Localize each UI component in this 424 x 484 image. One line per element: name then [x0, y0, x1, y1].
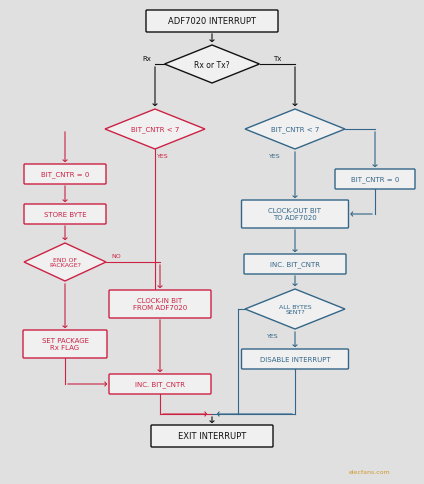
Text: ALL BYTES
SENT?: ALL BYTES SENT?	[279, 304, 311, 315]
FancyBboxPatch shape	[109, 290, 211, 318]
FancyBboxPatch shape	[242, 349, 349, 369]
Polygon shape	[105, 110, 205, 150]
FancyBboxPatch shape	[146, 11, 278, 33]
Text: INC. BIT_CNTR: INC. BIT_CNTR	[135, 381, 185, 388]
Text: YES: YES	[269, 154, 281, 159]
Polygon shape	[245, 289, 345, 329]
Text: BIT_CNTR < 7: BIT_CNTR < 7	[131, 126, 179, 133]
FancyBboxPatch shape	[335, 170, 415, 190]
Text: INC. BIT_CNTR: INC. BIT_CNTR	[270, 261, 320, 268]
Text: DISABLE INTERRUPT: DISABLE INTERRUPT	[259, 356, 330, 362]
FancyBboxPatch shape	[109, 374, 211, 394]
Text: YES: YES	[267, 334, 279, 339]
FancyBboxPatch shape	[151, 425, 273, 447]
Text: BIT_CNTR = 0: BIT_CNTR = 0	[351, 176, 399, 183]
FancyBboxPatch shape	[23, 330, 107, 358]
Text: BIT_CNTR = 0: BIT_CNTR = 0	[41, 171, 89, 178]
Text: elecfans.com: elecfans.com	[348, 469, 390, 474]
Polygon shape	[165, 46, 259, 84]
Text: STORE BYTE: STORE BYTE	[44, 212, 86, 217]
Text: Tx: Tx	[273, 56, 282, 62]
Text: YES: YES	[157, 154, 169, 159]
FancyBboxPatch shape	[24, 165, 106, 184]
FancyBboxPatch shape	[242, 200, 349, 228]
Text: Rx: Rx	[142, 56, 151, 62]
Polygon shape	[24, 243, 106, 281]
FancyBboxPatch shape	[244, 255, 346, 274]
FancyBboxPatch shape	[24, 205, 106, 225]
Text: SET PACKAGE
Rx FLAG: SET PACKAGE Rx FLAG	[42, 338, 89, 351]
Text: CLOCK-OUT BIT
TO ADF7020: CLOCK-OUT BIT TO ADF7020	[268, 208, 321, 221]
Text: ADF7020 INTERRUPT: ADF7020 INTERRUPT	[168, 17, 256, 27]
Text: NO: NO	[111, 254, 121, 259]
Text: END OF
PACKAGE?: END OF PACKAGE?	[49, 257, 81, 268]
Text: CLOCK-IN BIT
FROM ADF7020: CLOCK-IN BIT FROM ADF7020	[133, 298, 187, 311]
Text: Rx or Tx?: Rx or Tx?	[194, 60, 230, 69]
Text: EXIT INTERRUPT: EXIT INTERRUPT	[178, 432, 246, 440]
Polygon shape	[245, 110, 345, 150]
Text: BIT_CNTR < 7: BIT_CNTR < 7	[271, 126, 319, 133]
